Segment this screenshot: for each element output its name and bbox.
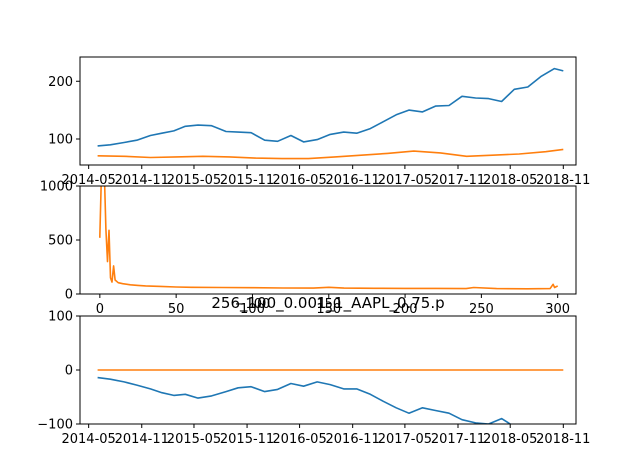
- x-tick-label: 0: [96, 302, 104, 317]
- x-tick-label: 2017-05: [378, 432, 432, 447]
- middle-loss-chart: 0 500 1000 0 50 100 150 200 250 300: [40, 180, 577, 317]
- y-tick-label: −100: [37, 418, 73, 433]
- y-tick-label: 0: [65, 364, 73, 379]
- series-1-line: [99, 186, 559, 290]
- top-price-chart: 100 200 2014-052014-112015-052015-112016-0…: [48, 56, 590, 188]
- x-tick-label: 2016-11: [326, 432, 380, 447]
- x-tick-label: 2014-11: [115, 173, 169, 188]
- x-tick-label: 2014-11: [115, 432, 169, 447]
- y-tick-label: 100: [48, 133, 73, 148]
- axes-frame: [79, 56, 577, 166]
- series-2-line: [97, 148, 564, 160]
- x-tick-label: 2017-11: [431, 432, 485, 447]
- x-tick-label: 200: [393, 302, 418, 317]
- y-tick-label: 500: [48, 234, 73, 249]
- series-1-line: [97, 67, 564, 147]
- x-tick-label: 300: [545, 302, 570, 317]
- x-tick-label: 2015-11: [220, 432, 274, 447]
- x-tick-label: 2015-11: [220, 173, 274, 188]
- x-tick-label: 2018-05: [483, 432, 537, 447]
- y-tick-label: 1000: [40, 180, 73, 195]
- x-tick-label: 2018-11: [536, 432, 590, 447]
- y-tick-label: 200: [48, 75, 73, 90]
- x-tick-label: 2017-05: [378, 173, 432, 188]
- axes-frame: [79, 185, 577, 295]
- x-tick-label: 2018-11: [536, 173, 590, 188]
- chart-title: 256_100_0.001_1_AAPL_0.75.p: [211, 294, 444, 313]
- x-tick-label: 50: [168, 302, 185, 317]
- x-tick-label: 2016-11: [326, 173, 380, 188]
- y-tick-label: 0: [65, 288, 73, 303]
- x-tick-label: 2014-05: [61, 173, 115, 188]
- x-tick-label: 250: [469, 302, 494, 317]
- x-tick-label: 2014-05: [61, 432, 115, 447]
- x-tick-label: 100: [240, 302, 265, 317]
- x-tick-label: 2017-11: [431, 173, 485, 188]
- overlay-tick-label: 150: [316, 297, 341, 312]
- series-1-line: [97, 376, 511, 424]
- bottom-return-chart: −10001002014-052014-112015-052015-112016…: [37, 294, 590, 447]
- y-tick-label: 100: [48, 310, 73, 325]
- x-tick-label: 2015-05: [167, 432, 221, 447]
- x-tick-label: 2015-05: [167, 173, 221, 188]
- x-tick-label: 150: [316, 302, 341, 317]
- x-tick-label: 2016-05: [272, 432, 326, 447]
- x-tick-label: 2018-05: [483, 173, 537, 188]
- x-tick-label: 2016-05: [272, 173, 326, 188]
- overlay-tick-label: −100: [235, 297, 271, 312]
